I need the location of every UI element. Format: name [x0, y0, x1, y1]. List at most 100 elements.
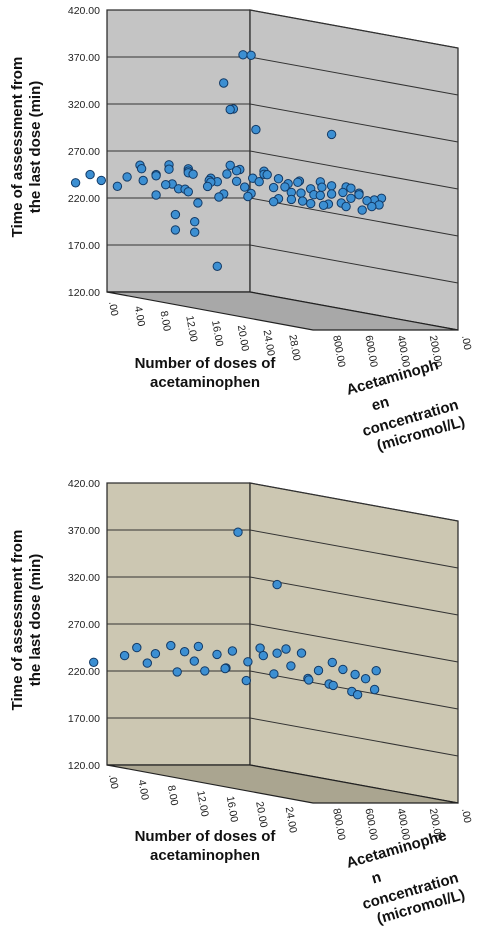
- y-tick-label: 170.00: [68, 713, 100, 725]
- x-axis-title-line: acetaminophen: [150, 374, 260, 391]
- data-point: [328, 680, 338, 691]
- data-point: [262, 170, 272, 180]
- data-point: [150, 649, 161, 659]
- x-tick-label: 24.00: [283, 806, 299, 834]
- data-point: [251, 124, 261, 135]
- x-tick-label: 16.00: [209, 319, 225, 347]
- y-tick-label: 270.00: [68, 619, 100, 631]
- data-point: [164, 164, 174, 174]
- data-point: [112, 181, 123, 192]
- y-tick-label: 120.00: [68, 287, 100, 299]
- data-point: [243, 657, 253, 667]
- chart-svg: 120.00 170.00 220.00 270.00 320.00 370.00 420.…: [9, 5, 473, 459]
- data-point: [190, 217, 200, 227]
- z-tick-label: 600.00: [362, 334, 379, 368]
- data-point: [313, 665, 324, 676]
- y-tick-label: 320.00: [68, 572, 100, 584]
- gridline-right: [249, 103, 459, 143]
- data-point: [306, 198, 316, 209]
- y-tick-label: 420.00: [68, 478, 100, 490]
- floor-plane: [106, 764, 459, 804]
- y-tick-label: 120.00: [68, 760, 100, 772]
- data-point: [341, 201, 351, 212]
- data-point: [212, 261, 223, 271]
- data-point: [241, 675, 252, 686]
- y-axis-title-line: the last dose (min): [27, 554, 44, 687]
- data-point: [296, 188, 306, 198]
- data-point: [193, 641, 204, 652]
- gridline-right: [249, 529, 459, 569]
- data-point: [318, 200, 329, 211]
- data-point: [136, 164, 147, 174]
- y-tick-label: 220.00: [68, 193, 100, 205]
- data-point: [238, 50, 248, 60]
- y-axis-title-line: the last dose (min): [27, 81, 44, 214]
- data-point: [280, 182, 290, 192]
- z-tick-label: 400.00: [395, 807, 412, 841]
- data-point: [151, 171, 161, 181]
- data-point: [189, 656, 200, 666]
- z-tick-label: 200.00: [427, 807, 444, 841]
- data-point: [354, 190, 364, 200]
- z-axis-title-line: en: [370, 393, 392, 414]
- scatter-3d-chart-top: 120.00 170.00 220.00 270.00 320.00 370.00 420.…: [0, 0, 480, 472]
- data-point: [138, 175, 148, 186]
- data-point: [326, 181, 337, 191]
- data-point: [269, 669, 279, 679]
- z-axis-title-line: Acetaminoph: [344, 356, 440, 399]
- scatter-3d-chart-bottom: 120.00 170.00 220.00 270.00 320.00 370.00 420.…: [0, 473, 480, 945]
- x-tick-label: 12.00: [183, 315, 199, 343]
- chart-svg: 120.00 170.00 220.00 270.00 320.00 370.00 420.…: [9, 478, 473, 928]
- data-point: [231, 176, 242, 187]
- data-point: [151, 190, 161, 200]
- data-point: [188, 169, 198, 179]
- data-point: [233, 527, 243, 537]
- data-point: [350, 669, 360, 680]
- data-point: [346, 183, 356, 193]
- y-tick-label: 220.00: [68, 666, 100, 678]
- x-tick-label: 4.00: [135, 779, 150, 801]
- z-tick-label: 200.00: [427, 334, 444, 368]
- x-tick-label: 8.00: [158, 310, 173, 332]
- x-axis-title-line: acetaminophen: [150, 847, 260, 864]
- gridline-right: [249, 244, 459, 284]
- z-axis-title: Acetaminophenconcentration(micromol/L): [344, 354, 467, 459]
- data-point: [371, 666, 381, 676]
- data-point: [296, 648, 307, 658]
- data-point: [254, 177, 264, 187]
- data-point: [326, 189, 337, 199]
- gridline-right: [249, 717, 459, 757]
- data-point: [202, 181, 213, 192]
- data-point: [286, 661, 296, 671]
- data-point: [352, 690, 363, 700]
- y-axis-title: Time of assessment fromthe last dose (mi…: [9, 530, 44, 711]
- data-point: [286, 194, 297, 205]
- x-tick-label: .00: [106, 773, 120, 790]
- data-point: [273, 174, 284, 184]
- x-tick-label: .00: [106, 300, 120, 317]
- data-point: [272, 648, 282, 658]
- data-point: [227, 646, 238, 656]
- data-point: [179, 647, 190, 657]
- data-point: [190, 227, 200, 237]
- y-tick-label: 370.00: [68, 52, 100, 64]
- data-point: [122, 172, 132, 182]
- data-point: [70, 178, 81, 188]
- data-point: [315, 190, 325, 201]
- data-point: [222, 169, 232, 179]
- data-point: [327, 657, 337, 668]
- data-point: [367, 201, 377, 212]
- y-axis-title-line: Time of assessment from: [9, 530, 26, 711]
- y-tick-label: 420.00: [68, 5, 100, 17]
- data-point: [357, 205, 367, 215]
- x-tick-label: 12.00: [194, 790, 210, 818]
- z-tick-label: 800.00: [330, 807, 347, 841]
- data-point: [170, 209, 181, 220]
- y-tick-label: 270.00: [68, 146, 100, 158]
- y-axis-title: Time of assessment fromthe last dose (mi…: [9, 57, 44, 238]
- z-tick-label: 400.00: [395, 334, 412, 368]
- data-point: [200, 666, 210, 676]
- z-tick-label: 800.00: [330, 334, 347, 368]
- x-tick-label: 8.00: [165, 784, 180, 806]
- x-axis-title: Number of doses of acetaminophen: [135, 828, 277, 864]
